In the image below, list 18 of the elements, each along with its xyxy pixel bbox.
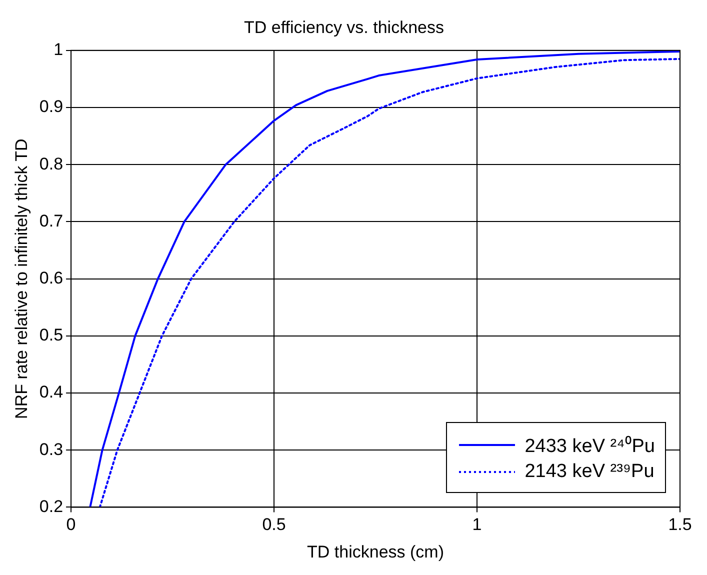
legend-label: 2143 keV ²³⁹Pu [524, 461, 654, 484]
y-tick-label: 0.9 [39, 97, 64, 116]
x-axis-title: TD thickness (cm) [307, 542, 444, 562]
y-tick-label: 0.6 [39, 268, 64, 288]
y-tick-label: 0.3 [39, 440, 64, 459]
x-tick-label: 0.5 [262, 515, 286, 534]
x-tick-label: 1.5 [668, 515, 692, 534]
y-tick-label: 0.8 [39, 154, 64, 174]
x-tick-label: 1 [472, 515, 482, 534]
y-tick-label: 0.2 [39, 496, 64, 516]
legend-label: 2433 keV ²⁴⁰Pu [524, 434, 655, 458]
y-tick-label: 0.7 [39, 211, 64, 230]
chart-title: TD efficiency vs. thickness [244, 18, 444, 37]
y-axis-title: NRF rate relative to infinitely thick TD [12, 138, 31, 419]
y-tick-label: 0.4 [39, 382, 64, 402]
y-tick-label: 1 [54, 40, 64, 60]
y-tick-label: 0.5 [39, 326, 64, 345]
x-tick-label: 0 [66, 515, 76, 534]
